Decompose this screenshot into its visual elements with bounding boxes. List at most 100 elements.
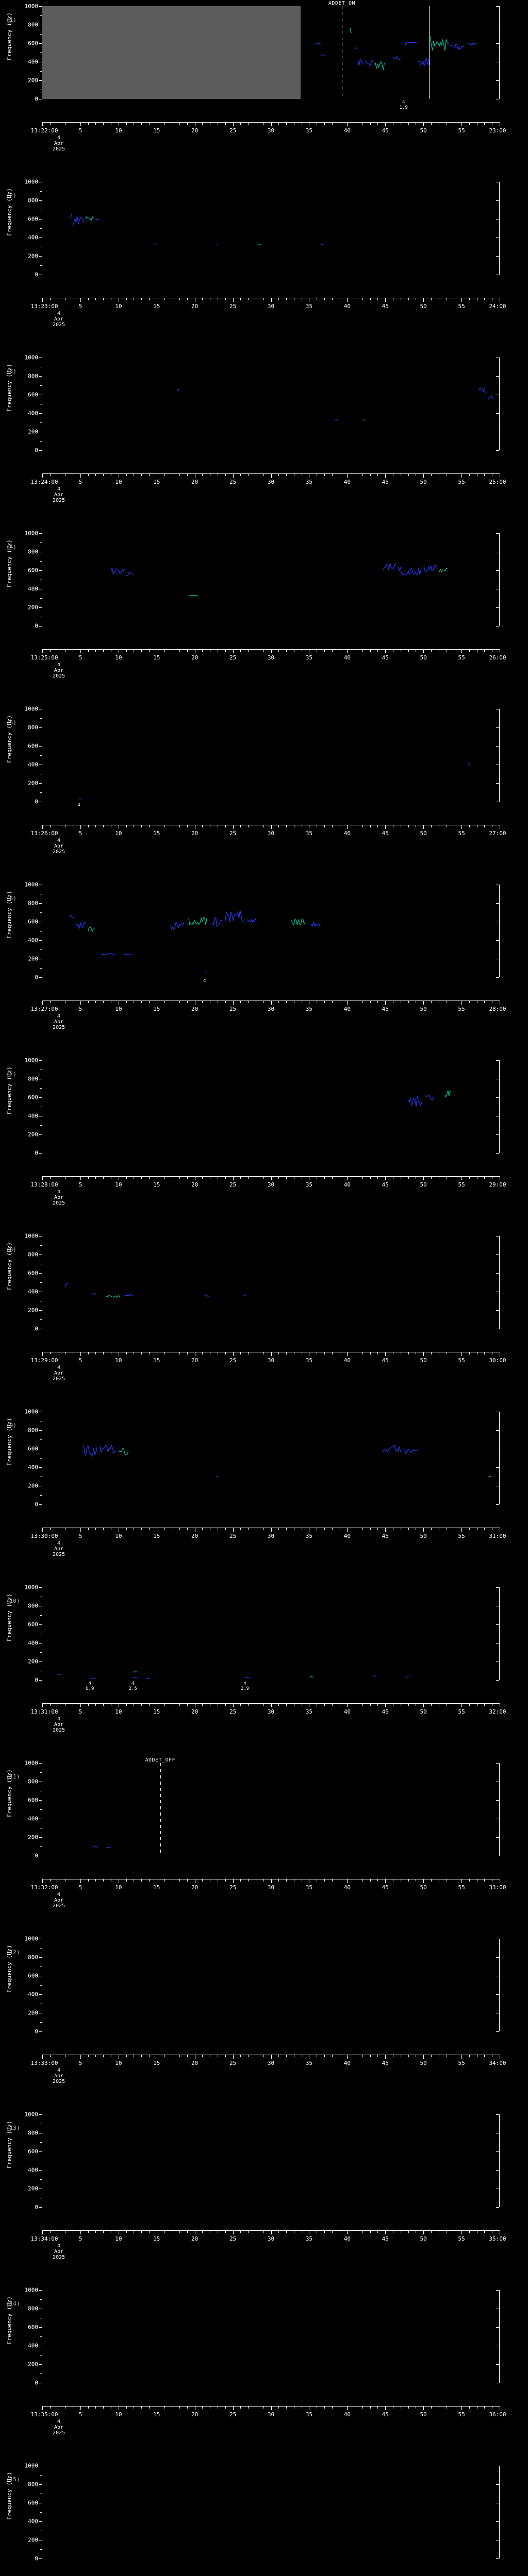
x-tick-mark [423,298,424,302]
x-tick-label: 45 [382,303,389,310]
x-tick-mark-minor [148,1879,150,1882]
date-part-month: Apr [54,1019,64,1025]
x-tick-mark [385,123,386,126]
event-annotation-label: ADDET_ON [328,1,356,6]
panel-index-label: (15) [6,2476,20,2483]
x-tick-label: 15 [153,1006,160,1012]
panel-index-label: (5) [6,719,16,726]
x-tick-mark-minor [148,825,150,827]
plot-area[interactable] [42,1236,500,1329]
x-tick-mark-minor [377,825,378,827]
date-part-month: Apr [54,2425,64,2430]
date-part-year: 2025 [52,1025,65,1030]
plot-area[interactable] [42,1939,500,2032]
plot-canvas [42,1060,500,1153]
plot-area[interactable] [42,1412,500,1505]
x-tick-mark-minor [225,1528,226,1530]
right-axis-spine [499,885,500,977]
plot-area[interactable] [42,885,500,978]
right-axis-spine [499,533,500,626]
x-tick-mark [271,825,272,829]
x-tick-mark-minor [88,1879,89,1882]
x-tick-mark [233,1177,234,1180]
x-tick-label: 50 [420,2235,427,2242]
detection-trace [315,42,321,44]
plot-area[interactable]: ADDET_OFF [42,1757,500,1856]
plot-area[interactable] [42,1587,500,1681]
x-tick-mark-minor [202,1879,203,1882]
spectrogram-panel: (7) Frequency (Hz) 1000 800 600 400 200 0 13:28:… [0,1054,528,1230]
x-tick-mark-minor [202,650,203,652]
x-tick-mark-minor [103,1528,104,1530]
date-part-day: 4 [57,662,61,668]
y-tick-label: 0 [35,2555,38,2562]
x-tick-mark-minor [148,1001,150,1003]
y-axis: Frequency (Hz) 1000 800 600 400 200 0 [0,705,43,805]
y-tick-label: 0 [35,974,38,981]
point-annotation-top: 4 [243,1681,246,1686]
x-tick-label-row: 13:27:00 5 10 15 20 25 30 35 40 45 50 55 28:00 [31,1006,506,1014]
x-tick-mark-minor [286,123,287,125]
plot-area[interactable] [42,2466,500,2559]
x-tick-label: 45 [382,479,389,485]
x-tick-mark-minor [240,298,241,300]
x-tick-label: 10 [115,1884,122,1891]
plot-area[interactable] [42,2114,500,2208]
x-tick-mark-minor [332,2231,333,2233]
x-tick-mark [42,2055,43,2059]
detection-trace [246,919,257,924]
x-end-time-label: 34:00 [489,2060,506,2066]
x-tick-label: 40 [343,654,351,661]
x-tick-label: 35 [305,2235,313,2242]
plot-area[interactable]: ADDET_ON [42,1,500,99]
y-tick-mark [39,783,42,784]
x-tick-mark-minor [148,123,150,125]
plot-area[interactable] [42,709,500,802]
x-tick-label: 30 [267,1006,275,1012]
x-tick-mark-minor [95,1001,96,1003]
plot-area[interactable] [42,533,500,626]
x-tick-mark-minor [95,1352,96,1354]
detection-trace [405,1676,409,1677]
date-part-year: 2025 [52,2079,65,2084]
x-tick-mark-minor [324,650,325,652]
x-tick-mark-minor [377,298,378,300]
y-axis-title: Frequency (Hz) [6,1945,13,1993]
plot-area[interactable] [42,358,500,451]
detection-trace [450,43,465,51]
x-tick-mark-minor [141,474,142,476]
right-tick-mark [496,903,499,904]
x-tick-mark-minor [286,1352,287,1354]
y-tick-label: 800 [28,2305,38,2312]
y-tick-label: 200 [28,1307,38,1314]
x-tick-mark-minor [95,123,96,125]
detection-trace [311,921,321,927]
y-tick-mark [39,1504,42,1505]
y-tick-mark [39,1800,42,1801]
plot-area[interactable] [42,182,500,275]
x-tick-mark-minor [50,2231,51,2233]
x-tick-mark-minor [148,474,150,476]
x-tick-mark-minor [278,650,279,652]
x-tick-mark-minor [225,298,226,300]
x-tick-label: 35 [305,2060,313,2066]
plot-area[interactable] [42,2290,500,2383]
x-tick-mark-minor [103,2406,104,2409]
detection-trace [418,57,431,67]
y-tick-label: 400 [28,761,38,768]
x-tick-label: 20 [191,1006,199,1012]
y-tick-label: 1000 [24,705,39,713]
y-tick-label: 0 [35,2028,38,2035]
right-axis-spine [499,358,500,450]
x-tick-mark-minor [187,298,188,300]
y-tick-label: 400 [28,2518,38,2525]
x-tick-mark [347,1352,348,1356]
detection-trace [488,396,494,400]
x-tick-mark-minor [240,2055,241,2057]
y-tick-label: 400 [28,2342,38,2349]
plot-area[interactable] [42,1060,500,1154]
x-tick-mark-minor [278,1177,279,1179]
x-tick-mark-minor [225,1879,226,1882]
right-axis-spine [499,1763,500,1856]
